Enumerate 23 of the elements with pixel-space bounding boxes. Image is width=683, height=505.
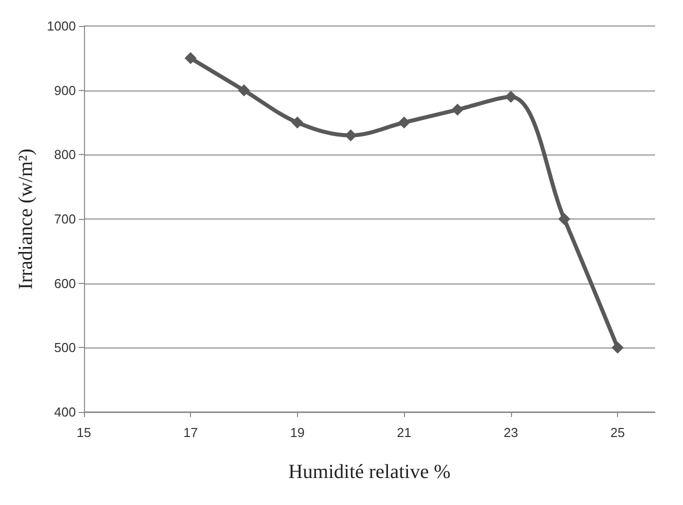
x-tick-label: 17 bbox=[183, 425, 198, 440]
y-tick-label: 800 bbox=[54, 147, 76, 162]
y-tick-label: 500 bbox=[54, 340, 76, 356]
y-tick-label: 600 bbox=[54, 276, 76, 291]
y-tick-label: 900 bbox=[54, 82, 76, 98]
x-tick-label: 15 bbox=[76, 425, 92, 440]
x-tick-label: 23 bbox=[504, 425, 518, 440]
point bbox=[184, 52, 197, 64]
point bbox=[558, 213, 570, 225]
point bbox=[504, 90, 517, 103]
y-tick-label: 400 bbox=[54, 404, 76, 420]
point bbox=[238, 84, 250, 96]
x-tick-label: 19 bbox=[290, 425, 305, 440]
point bbox=[451, 104, 464, 116]
point bbox=[291, 116, 304, 128]
point bbox=[612, 342, 624, 354]
x-tick-label: 25 bbox=[610, 425, 625, 440]
y-axis-title: Irradiance (w/m²) bbox=[15, 148, 37, 290]
y-tick-label: 700 bbox=[54, 212, 76, 226]
x-tick-label: 21 bbox=[396, 425, 412, 440]
y-tick-label: 1000 bbox=[46, 18, 76, 34]
point bbox=[398, 116, 410, 128]
x-axis-title: Humidité relative % bbox=[288, 461, 450, 483]
